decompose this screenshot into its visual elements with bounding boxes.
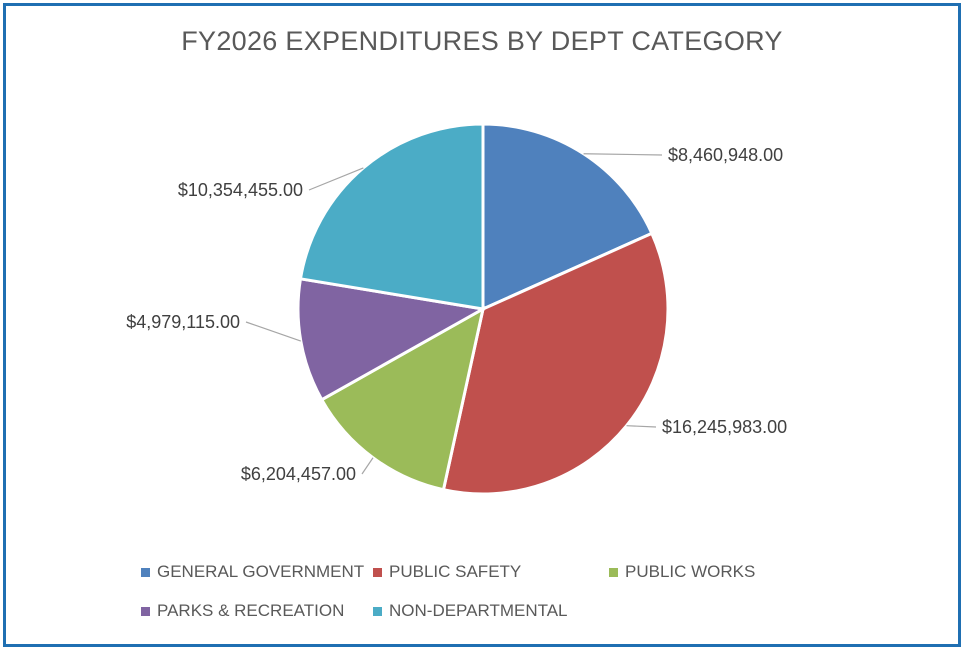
legend-item-non-departmental: NON-DEPARTMENTAL [373,601,568,621]
legend-item-public-safety: PUBLIC SAFETY [373,562,521,582]
legend-swatch-public-safety [373,567,382,577]
legend-item-parks-recreation: PARKS & RECREATION [141,601,344,621]
leader-line-general-government [583,153,663,156]
legend-swatch-general-government [141,567,150,577]
legend-swatch-non-departmental [373,606,382,616]
legend-swatch-public-works [609,567,618,577]
leader-line-public-safety [626,425,657,428]
pie-slice-parks-recreation [296,277,488,402]
data-label-non-departmental: $10,354,455.00 [178,180,303,200]
data-label-general-government: $8,460,948.00 [668,145,783,165]
legend-label-public-works: PUBLIC WORKS [625,562,756,581]
legend-item-public-works: PUBLIC WORKS [609,562,755,582]
data-label-parks-recreation: $4,979,115.00 [126,312,240,332]
data-label-public-safety: $16,245,983.00 [662,417,787,437]
legend-swatch-parks-recreation [141,606,150,616]
chart-title: FY2026 EXPENDITURES BY DEPT CATEGORY [181,26,783,56]
legend-label-public-safety: PUBLIC SAFETY [389,562,522,581]
legend-label-non-departmental: NON-DEPARTMENTAL [389,601,568,620]
pie-slice-general-government [481,122,654,312]
legend-label-parks-recreation: PARKS & RECREATION [157,601,345,620]
leader-line-non-departmental [308,167,364,191]
leader-line-parks-recreation [245,321,301,342]
data-label-public-works: $6,204,457.00 [241,464,356,484]
legend-label-general-government: GENERAL GOVERNMENT [157,562,365,581]
pie-slice-public-safety [441,231,670,496]
legend-item-general-government: GENERAL GOVERNMENT [141,562,364,582]
leader-line-public-works [361,457,374,475]
pie-slice-non-departmental [298,122,485,311]
